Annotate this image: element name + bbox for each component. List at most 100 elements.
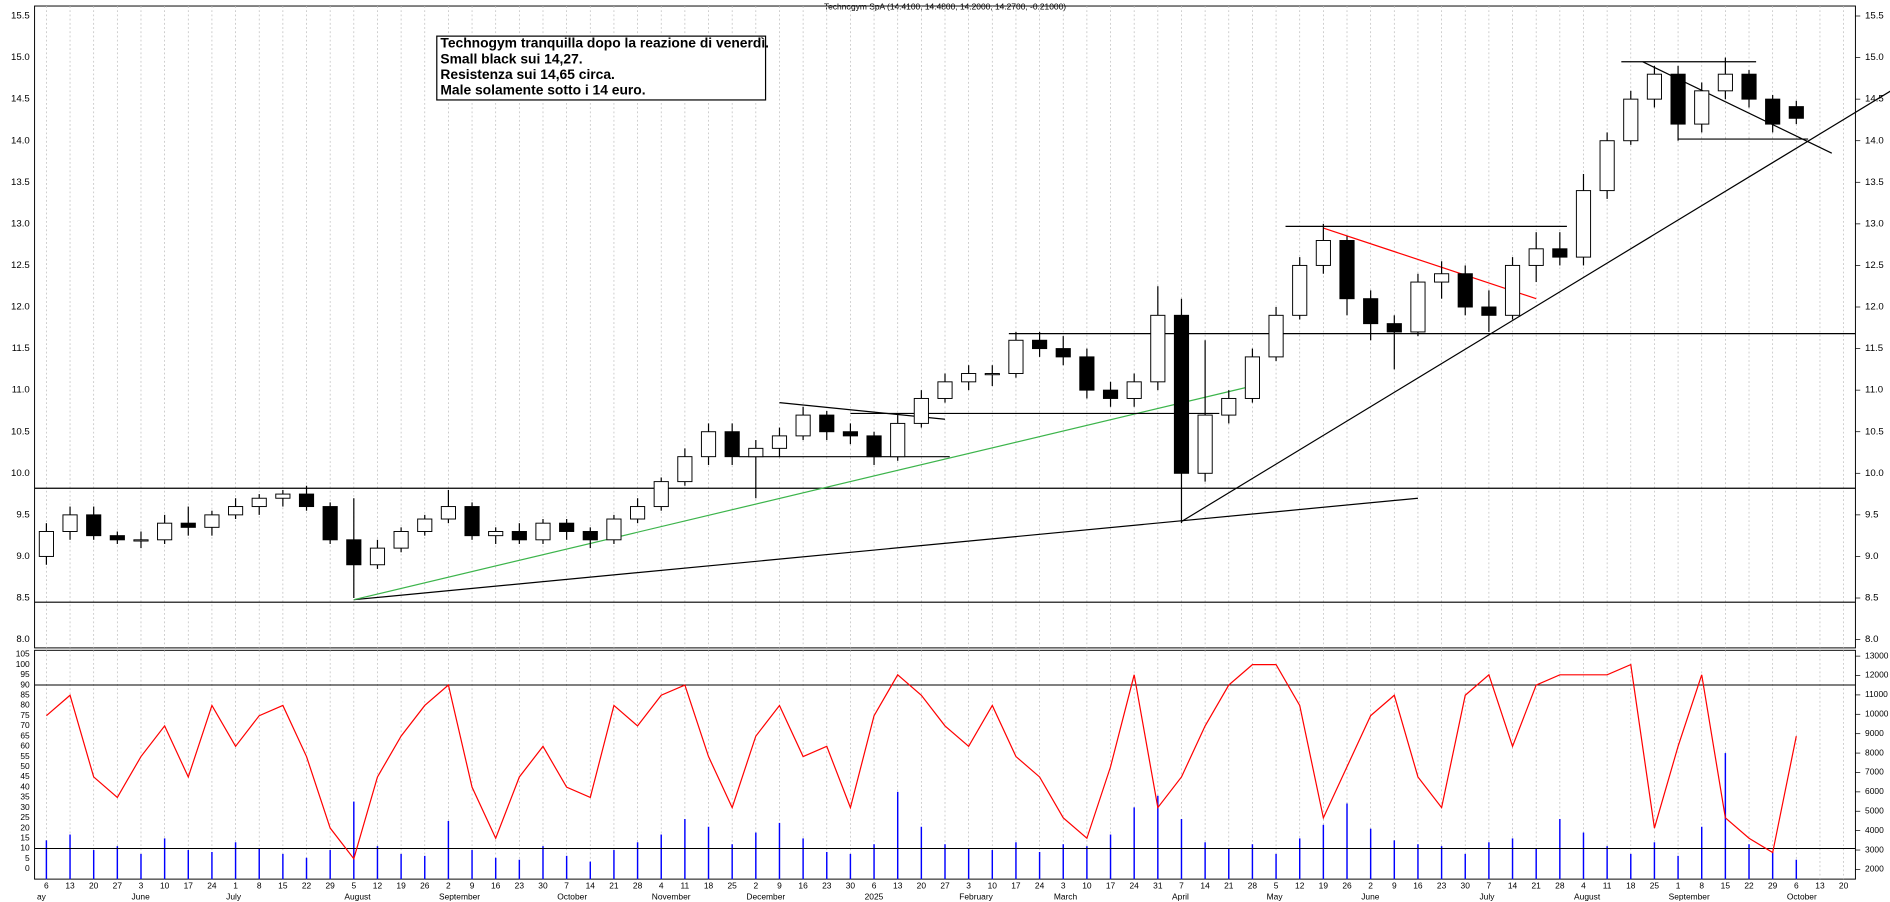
x-tick-label: 14 <box>1200 881 1210 891</box>
trend-line <box>1323 227 1537 300</box>
x-tick-label: 14 <box>586 881 596 891</box>
candle-body <box>1575 190 1592 258</box>
month-label: April <box>1172 891 1189 901</box>
candle-body <box>1788 106 1804 119</box>
candle-body <box>157 522 173 541</box>
month-label: October <box>1787 891 1817 901</box>
month-label: 2025 <box>865 891 884 901</box>
x-tick-label: 25 <box>727 881 737 891</box>
x-tick-label: 19 <box>1319 881 1329 891</box>
y-tick-label: 8.0 <box>16 634 29 645</box>
y-tick-label: 15.0 <box>11 52 30 63</box>
x-tick-label: 22 <box>302 881 312 891</box>
y-tick-label: 45 <box>20 771 30 781</box>
y-tick-label: 9.0 <box>16 551 29 562</box>
x-tick-label: 5 <box>351 881 356 891</box>
month-label: May <box>1267 891 1284 901</box>
x-tick-label: 30 <box>1461 881 1471 891</box>
month-label: November <box>652 891 691 901</box>
y-tick-label: 13.5 <box>1865 177 1884 188</box>
y-tick-label: 15.5 <box>11 11 30 22</box>
x-tick-label: 12 <box>1295 881 1305 891</box>
x-tick-label: 30 <box>846 881 856 891</box>
candle-body <box>1410 281 1426 333</box>
candle-body <box>417 518 433 532</box>
y-tick-label: 9.5 <box>1865 509 1878 520</box>
candle-body <box>1694 90 1710 125</box>
x-tick-label: 23 <box>515 881 525 891</box>
x-tick-label: 18 <box>704 881 714 891</box>
trend-line <box>1181 90 1890 523</box>
x-tick-label: 7 <box>1179 881 1184 891</box>
candle-body <box>630 506 646 520</box>
candle-body <box>204 514 220 528</box>
candle-body <box>346 539 362 566</box>
y2-tick-label: 4000 <box>1865 825 1884 835</box>
y-tick-label: 70 <box>20 720 30 730</box>
candle-body <box>464 506 480 537</box>
candle-body <box>1339 240 1355 300</box>
y-tick-label: 14.5 <box>11 94 30 105</box>
x-tick-label: 13 <box>1815 881 1825 891</box>
x-tick-label: 13 <box>65 881 75 891</box>
month-label: June <box>1361 891 1380 901</box>
x-tick-label: 5 <box>1274 881 1279 891</box>
x-tick-label: 2 <box>446 881 451 891</box>
candle-body <box>1481 306 1497 316</box>
y-tick-label: 13.5 <box>11 177 30 188</box>
month-label: December <box>746 891 785 901</box>
x-tick-label: 17 <box>1011 881 1021 891</box>
candle-body <box>606 518 622 541</box>
candle-body <box>700 431 717 458</box>
candle-body <box>1173 314 1190 474</box>
y-tick-label: 90 <box>20 679 30 689</box>
candle-body <box>488 531 504 537</box>
x-tick-label: 29 <box>1768 881 1778 891</box>
y2-tick-label: 5000 <box>1865 805 1884 815</box>
y-tick-label: 15.5 <box>1865 11 1884 22</box>
y2-tick-label: 8000 <box>1865 747 1884 757</box>
y-tick-label: 9.5 <box>16 509 29 520</box>
month-label: ay <box>37 891 47 901</box>
annotation: Technogym tranquilla dopo la reazione di… <box>440 35 769 51</box>
x-tick-label: 19 <box>396 881 406 891</box>
x-tick-label: 28 <box>1555 881 1565 891</box>
candle-body <box>1150 314 1166 383</box>
y-tick-label: 15 <box>20 832 30 842</box>
candle-body <box>653 481 669 508</box>
x-tick-label: 16 <box>491 881 501 891</box>
candle-body <box>582 531 598 541</box>
candle-body <box>535 522 551 541</box>
candle-body <box>961 373 977 383</box>
month-label: July <box>226 891 242 901</box>
y-tick-label: 14.0 <box>1865 135 1884 146</box>
candle-body <box>842 431 858 437</box>
x-tick-label: 12 <box>373 881 383 891</box>
x-tick-label: 27 <box>113 881 123 891</box>
candle-body <box>1646 73 1663 100</box>
candle-body <box>1386 323 1402 333</box>
candle-body <box>1268 314 1284 358</box>
y-tick-label: 11.5 <box>1865 343 1883 354</box>
x-tick-label: 11 <box>681 881 690 891</box>
x-tick-label: 29 <box>325 881 335 891</box>
y-tick-label: 95 <box>20 669 30 679</box>
x-tick-label: 23 <box>1437 881 1447 891</box>
trend-line <box>353 497 1419 601</box>
candle-body <box>227 506 244 516</box>
y-tick-label: 8.5 <box>16 593 29 604</box>
y-tick-label: 14.5 <box>1865 94 1884 105</box>
month-label: September <box>439 891 480 901</box>
x-tick-label: 28 <box>1248 881 1258 891</box>
x-tick-label: 3 <box>139 881 144 891</box>
candle-body <box>322 506 338 541</box>
candle-body <box>913 397 929 424</box>
y-tick-label: 55 <box>20 751 30 761</box>
x-tick-label: 9 <box>777 881 782 891</box>
y-tick-label: 11.0 <box>1865 385 1883 396</box>
x-tick-label: 24 <box>1035 881 1045 891</box>
candle-body <box>298 493 315 508</box>
candle-body <box>1244 356 1260 399</box>
candle-body <box>1528 248 1544 266</box>
